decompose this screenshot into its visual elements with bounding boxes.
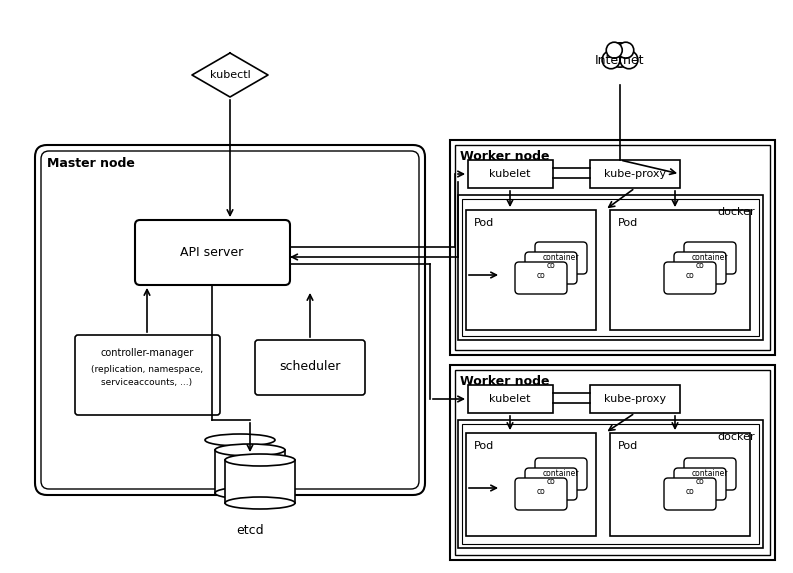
- Ellipse shape: [225, 497, 295, 509]
- Bar: [458, 195, 763, 340]
- Text: Internet: Internet: [596, 53, 645, 66]
- Text: API server: API server: [180, 245, 243, 258]
- Text: (replication, namespace,: (replication, namespace,: [91, 366, 203, 375]
- FancyBboxPatch shape: [525, 252, 577, 284]
- FancyBboxPatch shape: [35, 145, 425, 495]
- Text: co: co: [546, 477, 555, 486]
- Text: co: co: [537, 488, 546, 496]
- Text: co: co: [695, 477, 704, 486]
- Text: Pod: Pod: [474, 441, 494, 451]
- Text: co: co: [546, 261, 555, 270]
- Ellipse shape: [215, 444, 285, 456]
- Text: co: co: [686, 488, 695, 496]
- Ellipse shape: [205, 477, 275, 489]
- Bar: [462, 199, 759, 336]
- FancyBboxPatch shape: [515, 478, 567, 510]
- Circle shape: [606, 42, 623, 58]
- Text: Pod: Pod: [618, 218, 638, 228]
- FancyBboxPatch shape: [535, 242, 587, 274]
- FancyBboxPatch shape: [205, 440, 275, 483]
- FancyBboxPatch shape: [535, 458, 587, 490]
- Bar: [610, 433, 750, 536]
- Bar: [466, 210, 596, 330]
- Text: container: container: [691, 469, 728, 478]
- Text: container: container: [542, 469, 579, 478]
- Text: Pod: Pod: [618, 441, 638, 451]
- Circle shape: [620, 51, 638, 69]
- Text: Pod: Pod: [474, 218, 494, 228]
- FancyBboxPatch shape: [684, 242, 736, 274]
- Bar: [590, 385, 680, 413]
- FancyBboxPatch shape: [674, 468, 726, 500]
- Bar: [455, 145, 770, 350]
- FancyBboxPatch shape: [215, 450, 285, 493]
- FancyBboxPatch shape: [515, 262, 567, 294]
- FancyBboxPatch shape: [225, 460, 295, 503]
- FancyBboxPatch shape: [684, 458, 736, 490]
- FancyBboxPatch shape: [525, 468, 577, 500]
- Ellipse shape: [225, 454, 295, 466]
- Bar: [450, 365, 775, 560]
- Polygon shape: [192, 53, 268, 97]
- Text: co: co: [537, 272, 546, 281]
- Text: kubelet: kubelet: [489, 394, 531, 404]
- Circle shape: [602, 51, 620, 69]
- Text: scheduler: scheduler: [279, 360, 341, 374]
- Bar: [466, 433, 596, 536]
- FancyBboxPatch shape: [135, 220, 290, 285]
- FancyBboxPatch shape: [674, 252, 726, 284]
- Text: Worker node: Worker node: [460, 150, 550, 163]
- Bar: [450, 140, 775, 355]
- Text: etcd: etcd: [236, 524, 264, 536]
- Text: kube-proxy: kube-proxy: [604, 169, 666, 179]
- Text: co: co: [686, 272, 695, 281]
- FancyBboxPatch shape: [664, 262, 716, 294]
- FancyBboxPatch shape: [664, 478, 716, 510]
- Text: serviceaccounts, ...): serviceaccounts, ...): [102, 379, 193, 387]
- Text: kubectl: kubectl: [209, 70, 251, 80]
- Bar: [468, 160, 553, 188]
- Bar: [458, 420, 763, 548]
- FancyBboxPatch shape: [41, 151, 419, 489]
- Text: kube-proxy: kube-proxy: [604, 394, 666, 404]
- FancyBboxPatch shape: [75, 335, 220, 415]
- Bar: [590, 160, 680, 188]
- Bar: [468, 385, 553, 413]
- Ellipse shape: [205, 434, 275, 446]
- Ellipse shape: [215, 487, 285, 499]
- Bar: [455, 370, 770, 555]
- Text: docker: docker: [718, 432, 755, 442]
- Text: container: container: [691, 253, 728, 262]
- Circle shape: [608, 43, 632, 67]
- Text: container: container: [542, 253, 579, 262]
- Text: controller-manager: controller-manager: [101, 348, 193, 358]
- Circle shape: [618, 42, 634, 58]
- FancyBboxPatch shape: [255, 340, 365, 395]
- Text: Master node: Master node: [47, 157, 135, 170]
- Text: kubelet: kubelet: [489, 169, 531, 179]
- Bar: [610, 210, 750, 330]
- Bar: [462, 424, 759, 544]
- Text: Worker node: Worker node: [460, 375, 550, 388]
- Text: docker: docker: [718, 207, 755, 217]
- Text: co: co: [695, 261, 704, 270]
